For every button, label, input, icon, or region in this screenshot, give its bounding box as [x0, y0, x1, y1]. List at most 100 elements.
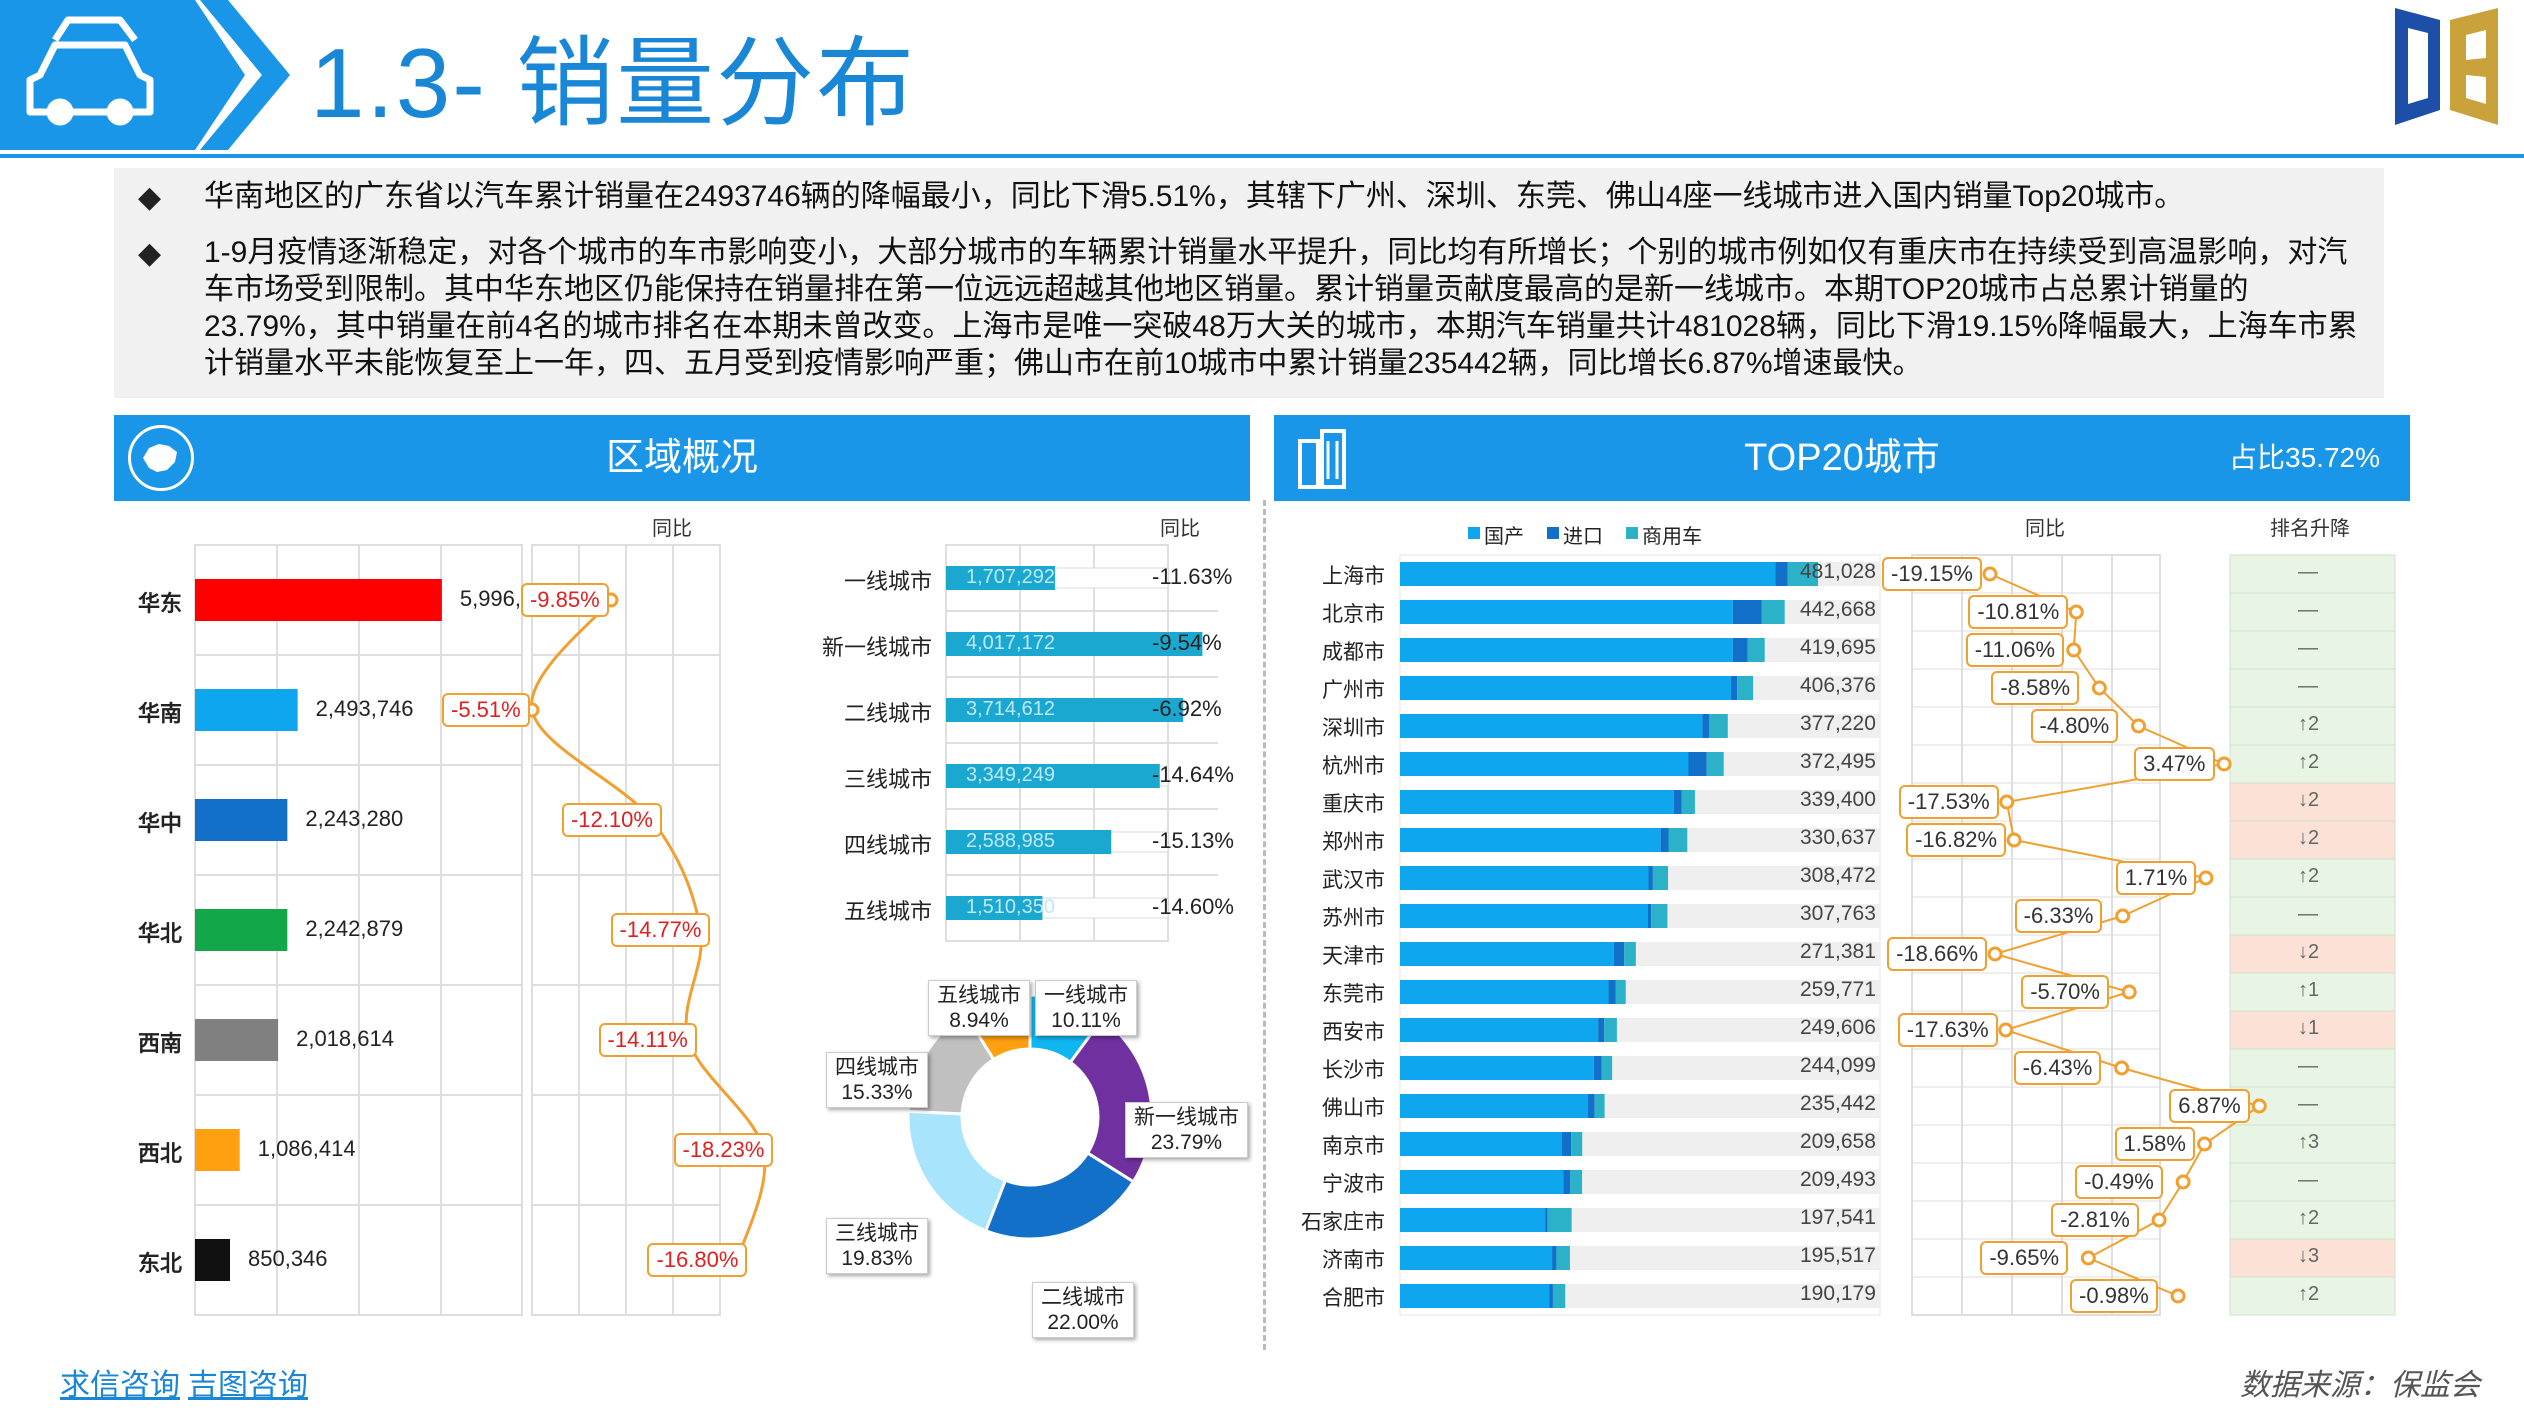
top20-bar-segment — [1702, 714, 1710, 738]
tier-bar — [946, 896, 1043, 920]
donut-callout: 一线城市 10.11% — [1035, 980, 1137, 1036]
region-yoy-header: 同比 — [652, 518, 692, 540]
legend-label: 商用车 — [1642, 526, 1702, 548]
top20-city-label: 苏州市 — [1322, 907, 1385, 930]
top20-yoy-point — [1999, 794, 2015, 810]
donut-callout-value: 19.83% — [841, 1247, 913, 1270]
top20-city-label: 西安市 — [1322, 1021, 1385, 1044]
top20-rank-change: — — [2298, 1169, 2318, 1191]
region-bar — [195, 799, 288, 841]
top20-city-label: 成都市 — [1322, 641, 1385, 664]
top20-rank-cell — [2229, 592, 2396, 632]
donut-callout: 四线城市 15.33% — [826, 1052, 928, 1108]
region-category-label: 西南 — [138, 1031, 183, 1056]
top20-bar-segment — [1594, 1094, 1605, 1118]
top20-yoy-label: 6.87% — [2169, 1089, 2250, 1123]
top20-rank-cell — [2229, 1276, 2396, 1316]
region-value-label: 2,243,280 — [305, 806, 404, 831]
top20-yoy-point — [2114, 1060, 2130, 1076]
top20-total-label: 419,695 — [1800, 636, 1876, 659]
top20-yoy-point — [1987, 946, 2003, 962]
tier-category-label: 新一线城市 — [821, 635, 932, 660]
top20-rank-cell — [2229, 706, 2396, 746]
top20-yoy-label: -11.06% — [1965, 633, 2065, 667]
top20-bar-segment — [1648, 866, 1653, 890]
top20-rank-cell — [2229, 972, 2396, 1012]
top20-yoy-label: -19.15% — [1882, 557, 1982, 591]
top20-rank-cell — [2229, 554, 2396, 594]
top20-bar-segment — [1732, 600, 1762, 624]
tier-bar — [946, 632, 1203, 656]
summary-box: ◆ 华南地区的广东省以汽车累计销量在2493746辆的降幅最小，同比下滑5.51… — [114, 168, 2384, 398]
tier-value-label: 1,707,292 — [966, 566, 1055, 588]
tier-yoy-label: -9.54% — [1152, 630, 1222, 655]
top20-bar-segment — [1615, 980, 1626, 1004]
donut-callout-name: 四线城市 — [835, 1056, 919, 1079]
top20-bar-segment — [1400, 942, 1614, 966]
top20-yoy-label: -2.81% — [2051, 1203, 2139, 1237]
top20-bar-segment — [1706, 752, 1724, 776]
top20-total-label: 259,771 — [1800, 978, 1876, 1001]
top20-total-label: 339,400 — [1800, 788, 1876, 811]
region-value-label: 1,086,414 — [257, 1136, 356, 1161]
top20-city-label: 重庆市 — [1322, 793, 1385, 816]
top20-rank-header: 排名升降 — [2270, 518, 2350, 540]
donut-callout-name: 二线城市 — [1041, 1286, 1125, 1309]
top20-share: 占比35.72% — [2229, 442, 2380, 473]
donut-slice — [983, 1151, 1136, 1241]
top20-yoy-label: -0.49% — [2075, 1165, 2163, 1199]
top20-rank-change: ↑2 — [2298, 713, 2320, 735]
donut-callout-value: 23.79% — [1150, 1131, 1223, 1154]
tier-category-label: 五线城市 — [843, 899, 932, 924]
top20-rank-change: — — [2298, 903, 2318, 925]
top20-yoy-point — [2170, 1288, 2186, 1304]
top20-yoy-point — [2080, 1250, 2096, 1266]
region-panel-header: 区域概况 — [114, 415, 1250, 501]
top20-yoy-label: -0.98% — [2070, 1279, 2158, 1313]
top20-rank-cell — [2229, 1086, 2396, 1126]
tier-yoy-header: 同比 — [1160, 518, 1200, 540]
top20-rank-cell — [2229, 896, 2396, 936]
region-value-label: 2,242,879 — [305, 916, 404, 941]
top20-bar-segment — [1775, 562, 1788, 586]
top20-bar-segment — [1400, 828, 1661, 852]
donut-callout: 五线城市 8.94% — [928, 980, 1030, 1036]
top20-bar-segment — [1613, 942, 1625, 966]
region-bar — [195, 579, 442, 621]
region-yoy-label: -18.23% — [673, 1133, 774, 1167]
top20-bar-segment — [1681, 790, 1695, 814]
top20-yoy-point — [2175, 1174, 2191, 1190]
top20-rank-change: ↓1 — [2298, 1017, 2320, 1039]
top20-total-label: 190,179 — [1800, 1282, 1876, 1305]
top20-yoy-point — [2151, 1212, 2167, 1228]
top20-yoy-point — [2131, 718, 2147, 734]
top20-total-label: 308,472 — [1800, 864, 1876, 887]
panel-divider — [1263, 500, 1266, 1350]
top20-bar-segment — [1688, 752, 1707, 776]
summary-paragraph-2: 1-9月疫情逐渐稳定，对各个城市的车市影响变小，大部分城市的车辆累计销量水平提升… — [204, 236, 2358, 380]
tier-value-label: 2,588,985 — [966, 830, 1055, 852]
top20-bar-segment — [1647, 904, 1652, 928]
top20-rank-change: ↓2 — [2298, 789, 2320, 811]
top20-bar-segment — [1563, 1170, 1571, 1194]
top20-yoy-point — [2198, 870, 2214, 886]
top20-rank-change: ↑2 — [2298, 751, 2320, 773]
top20-yoy-label: -5.70% — [2021, 975, 2109, 1009]
diamond-bullet-icon: ◆ — [138, 181, 162, 214]
top20-rank-change: ↓3 — [2298, 1245, 2320, 1267]
footer-link-qiuxin[interactable]: 求信咨询 — [60, 1369, 180, 1402]
top20-bar-segment — [1556, 1246, 1570, 1270]
top20-bar-segment — [1598, 1018, 1605, 1042]
top20-rank-cell — [2229, 630, 2396, 670]
top20-bar-segment — [1400, 600, 1733, 624]
page-title: 1.3- 销量分布 — [310, 28, 917, 138]
top20-bar-segment — [1549, 1284, 1553, 1308]
top20-bar-segment — [1400, 1284, 1550, 1308]
top20-rank-cell — [2229, 1162, 2396, 1202]
footer-link-jitu[interactable]: 吉图咨询 — [188, 1369, 308, 1402]
top20-yoy-point — [2216, 756, 2232, 772]
top20-city-label: 武汉市 — [1322, 869, 1385, 892]
top20-rank-cell — [2229, 858, 2396, 898]
top20-total-label: 235,442 — [1800, 1092, 1876, 1115]
